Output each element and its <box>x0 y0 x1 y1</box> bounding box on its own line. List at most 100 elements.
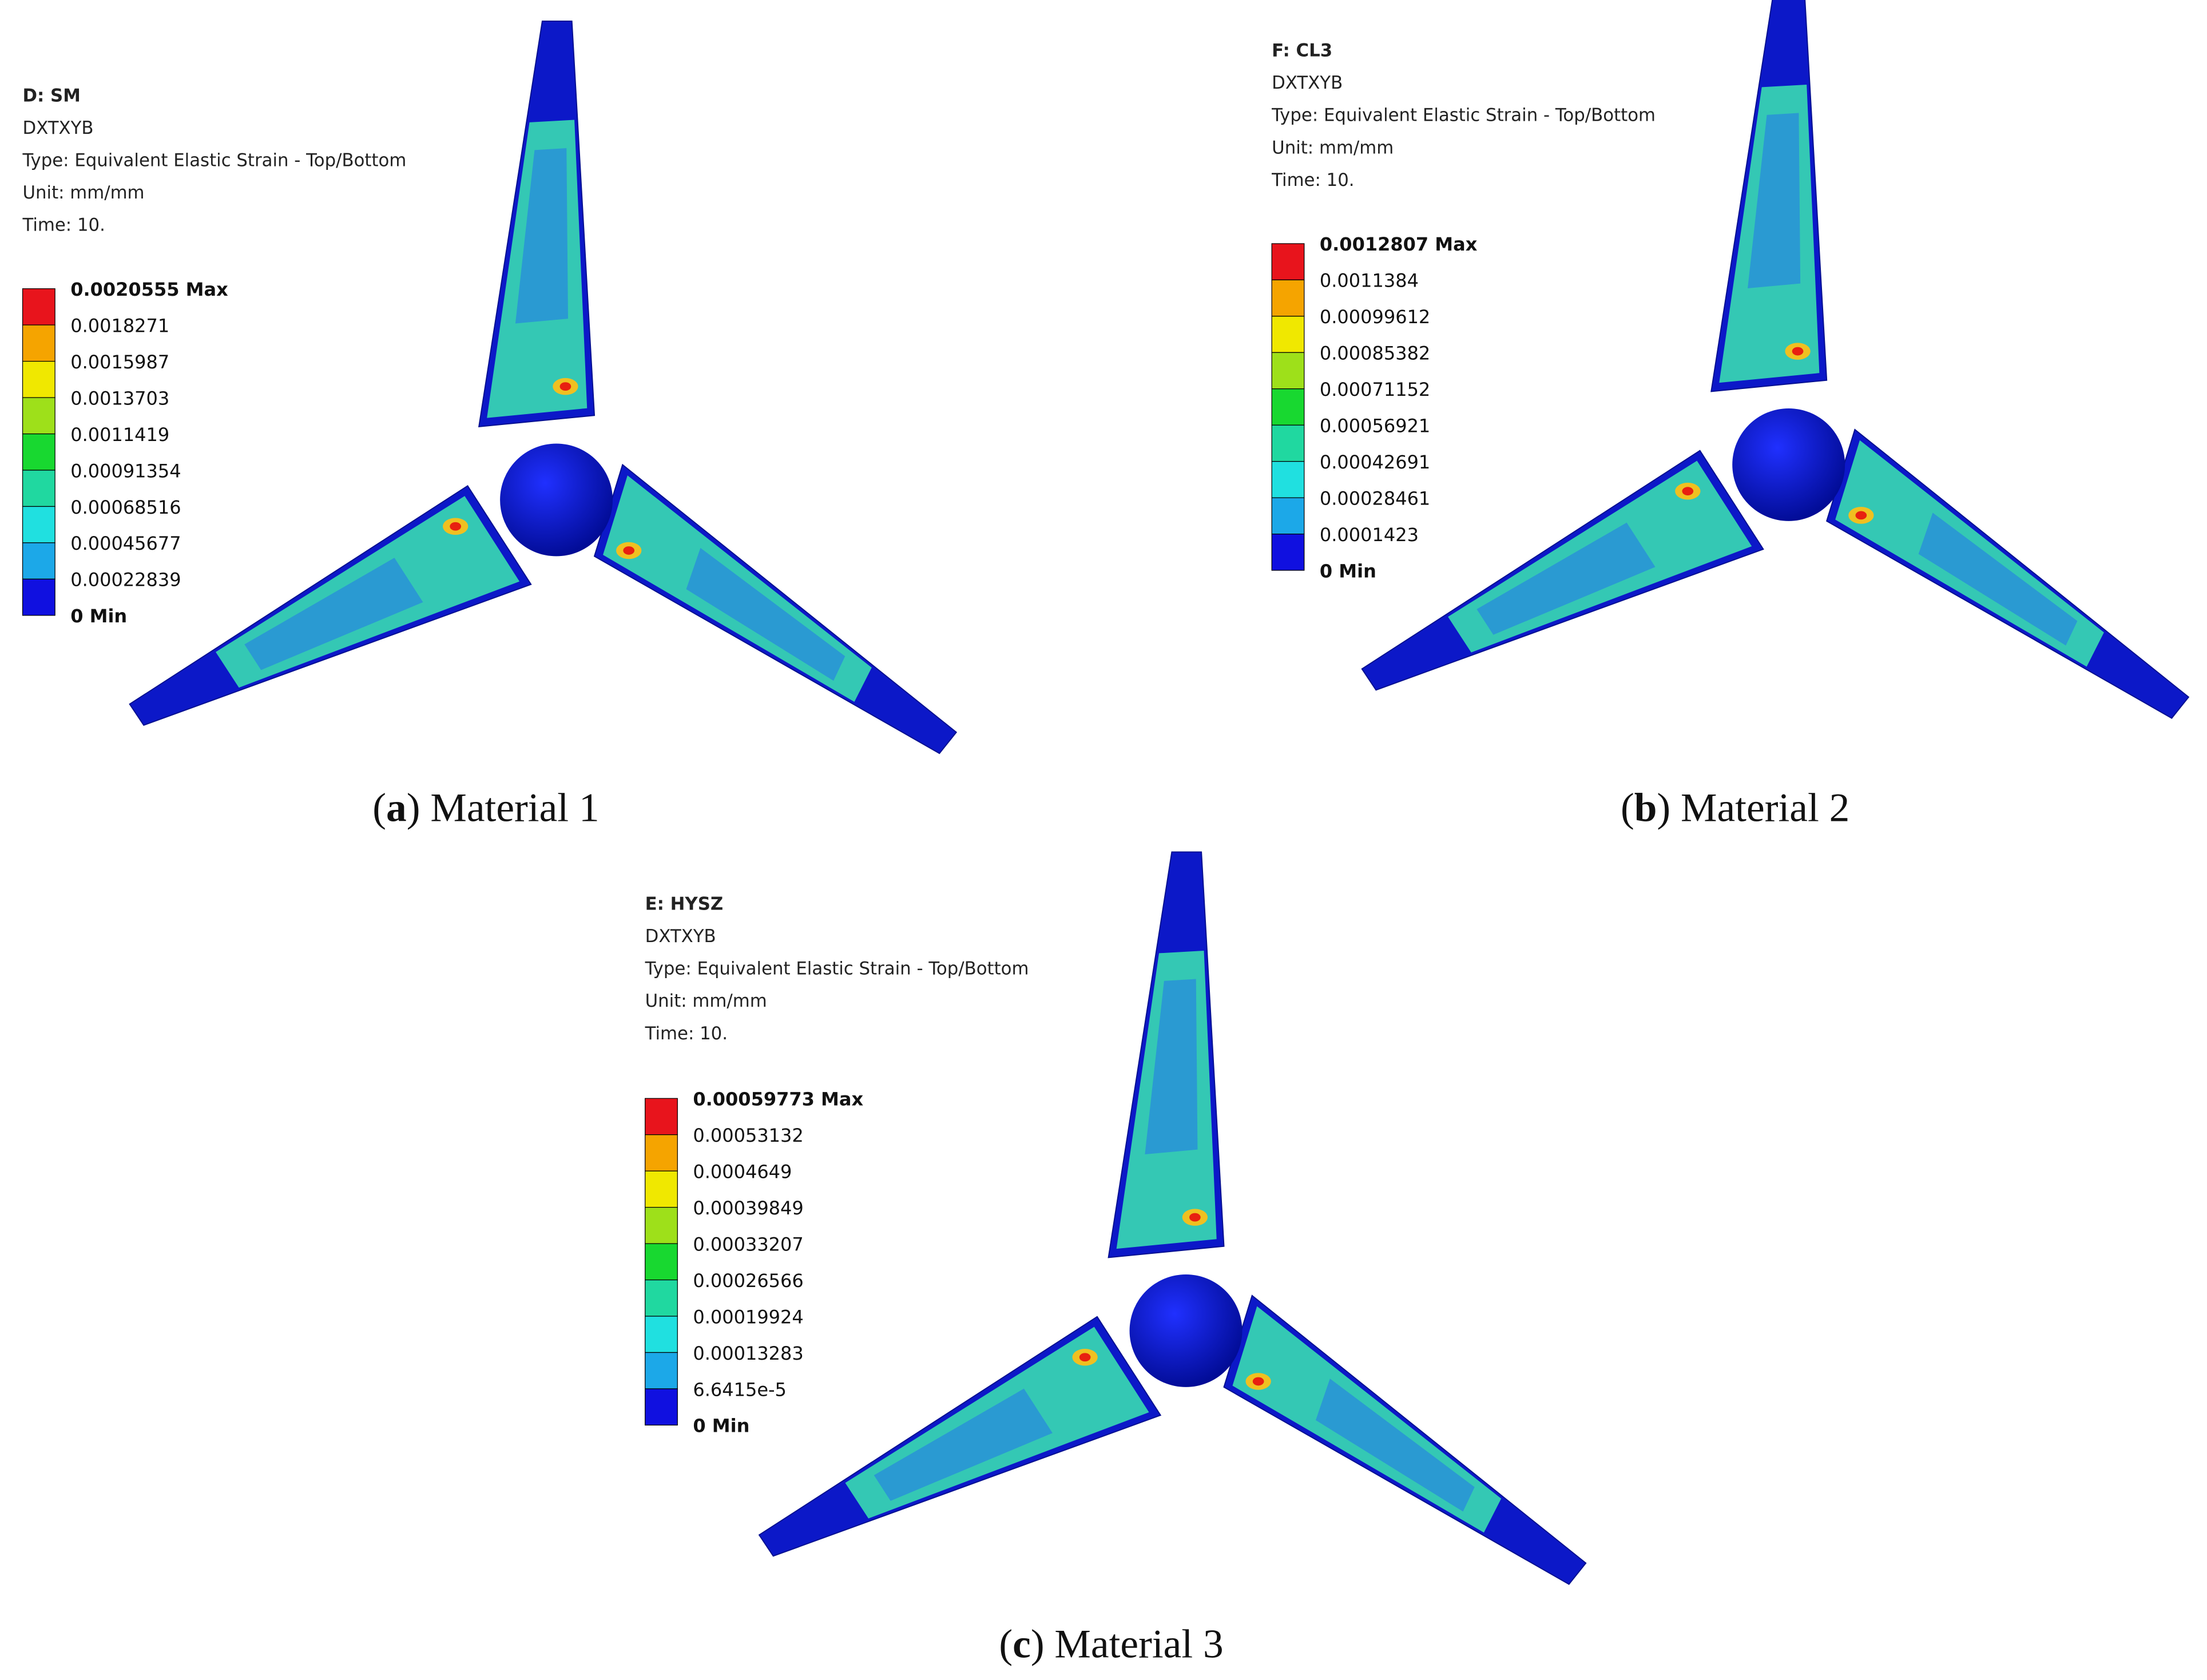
header-line: DXTXYB <box>23 118 94 138</box>
legend-label: 0.00039849 <box>693 1197 803 1219</box>
hub <box>500 443 613 557</box>
legend-label: 0.00045677 <box>70 533 181 554</box>
strain-zone-low <box>1145 979 1198 1154</box>
header-line: Unit: mm/mm <box>23 182 145 203</box>
hot-spot-core <box>1855 511 1867 520</box>
legend-label: 0.00026566 <box>693 1270 803 1292</box>
legend-swatch <box>1271 424 1305 462</box>
caption: (b) Material 2 <box>1621 785 1849 830</box>
caption-part: a <box>386 785 407 830</box>
legend-label: 0.0011384 <box>1320 270 1419 292</box>
strain-zone-low <box>1748 113 1801 288</box>
caption-part: ( <box>999 1622 1013 1667</box>
legend-label: 0.00019924 <box>693 1306 803 1328</box>
hot-spot-core <box>450 522 462 531</box>
hot-spot-core <box>1189 1213 1201 1222</box>
legend-label: 0.00056921 <box>1320 415 1430 437</box>
caption-part: ) Material 3 <box>1031 1622 1224 1667</box>
caption-part: ( <box>1621 785 1634 830</box>
legend-swatch <box>645 1134 678 1171</box>
legend-swatch <box>645 1316 678 1353</box>
turbine-model <box>758 851 1587 1585</box>
hot-spot-core <box>1682 487 1694 496</box>
legend-swatch <box>645 1207 678 1244</box>
caption-part: ) Material 2 <box>1657 785 1849 830</box>
legend-swatch <box>22 397 55 435</box>
strain-zone-low <box>515 148 569 324</box>
legend-label: 0.0013703 <box>70 387 169 409</box>
legend-swatch <box>1271 316 1305 353</box>
legend-swatch <box>1271 279 1305 317</box>
caption: (c) Material 3 <box>999 1622 1223 1667</box>
strain-zone-low <box>686 547 846 681</box>
turbine-model <box>1361 0 2190 719</box>
header-line: DXTXYB <box>645 926 716 947</box>
legend-label: 6.6415e-5 <box>693 1379 787 1400</box>
legend-label: 0.00071152 <box>1320 379 1430 400</box>
legend-swatch <box>645 1279 678 1317</box>
legend-swatch <box>645 1243 678 1281</box>
legend-swatch <box>645 1388 678 1426</box>
legend-label: 0 Min <box>693 1415 749 1437</box>
panel: E: HYSZ DXTXYB Type: Equivalent Elastic St… <box>645 851 1587 1667</box>
hot-spot-core <box>1079 1353 1091 1362</box>
hub <box>1732 408 1845 521</box>
hot-spot-core <box>1252 1377 1264 1386</box>
legend-label: 0.00085382 <box>1320 343 1430 364</box>
legend-swatch <box>1271 352 1305 390</box>
legend-swatch <box>645 1098 678 1135</box>
legend-label: 0.00059773 Max <box>693 1089 863 1110</box>
legend-swatch <box>1271 497 1305 535</box>
legend-swatch <box>1271 461 1305 498</box>
legend-label: 0 Min <box>1320 560 1376 582</box>
header-line: F: CL3 <box>1272 40 1332 61</box>
legend-swatch <box>22 470 55 507</box>
legend-label: 0.00028461 <box>1320 487 1430 509</box>
legend-swatch <box>22 360 55 398</box>
legend-label: 0.0018271 <box>70 315 169 336</box>
legend-swatch <box>22 506 55 543</box>
header-line: Type: Equivalent Elastic Strain - Top/Bo… <box>22 150 407 170</box>
legend-swatch <box>1271 243 1305 280</box>
hot-spot-core <box>623 546 635 555</box>
legend-swatch <box>22 542 55 579</box>
panel: D: SM DXTXYB Type: Equivalent Elastic Stra… <box>22 20 958 830</box>
legend-label: 0.0020555 Max <box>70 279 228 300</box>
strain-zone-low <box>244 558 423 670</box>
legend-label: 0.0004649 <box>693 1161 792 1182</box>
strain-zone-low <box>1316 1379 1475 1512</box>
header-line: Unit: mm/mm <box>1272 137 1394 158</box>
legend-label: 0.0015987 <box>70 351 169 373</box>
legend-label: 0.00033207 <box>693 1233 803 1255</box>
legend-label: 0.0012807 Max <box>1320 233 1478 255</box>
header-line: E: HYSZ <box>645 893 724 914</box>
strain-zone-low <box>1918 513 2078 646</box>
legend-label: 0.0001423 <box>1320 524 1419 546</box>
caption: (a) Material 1 <box>372 785 599 830</box>
legend-label: 0.00099612 <box>1320 306 1430 328</box>
legend-swatch <box>22 433 55 471</box>
hot-spot-core <box>1792 347 1804 356</box>
legend-label: 0.00022839 <box>70 569 181 591</box>
turbine-model <box>129 20 958 754</box>
legend-label: 0.00068516 <box>70 497 181 518</box>
hot-spot-core <box>559 382 571 391</box>
legend-label: 0 Min <box>70 605 127 627</box>
legend-label: 0.00013283 <box>693 1343 803 1364</box>
strain-zone-low <box>1476 522 1656 635</box>
header-line: Time: 10. <box>22 215 105 236</box>
legend-label: 0.00091354 <box>70 460 181 482</box>
legend-swatch <box>22 578 55 616</box>
caption-part: b <box>1634 785 1657 830</box>
header-line: Time: 10. <box>645 1023 728 1044</box>
legend-swatch <box>22 288 55 325</box>
header-line: Type: Equivalent Elastic Strain - Top/Bo… <box>645 959 1029 979</box>
hub <box>1129 1274 1243 1387</box>
legend-label: 0.0011419 <box>70 424 169 446</box>
legend-swatch <box>645 1352 678 1389</box>
header-line: Time: 10. <box>1271 170 1354 190</box>
panel: F: CL3 DXTXYB Type: Equivalent Elastic Str… <box>1271 0 2190 830</box>
legend-swatch <box>645 1170 678 1208</box>
